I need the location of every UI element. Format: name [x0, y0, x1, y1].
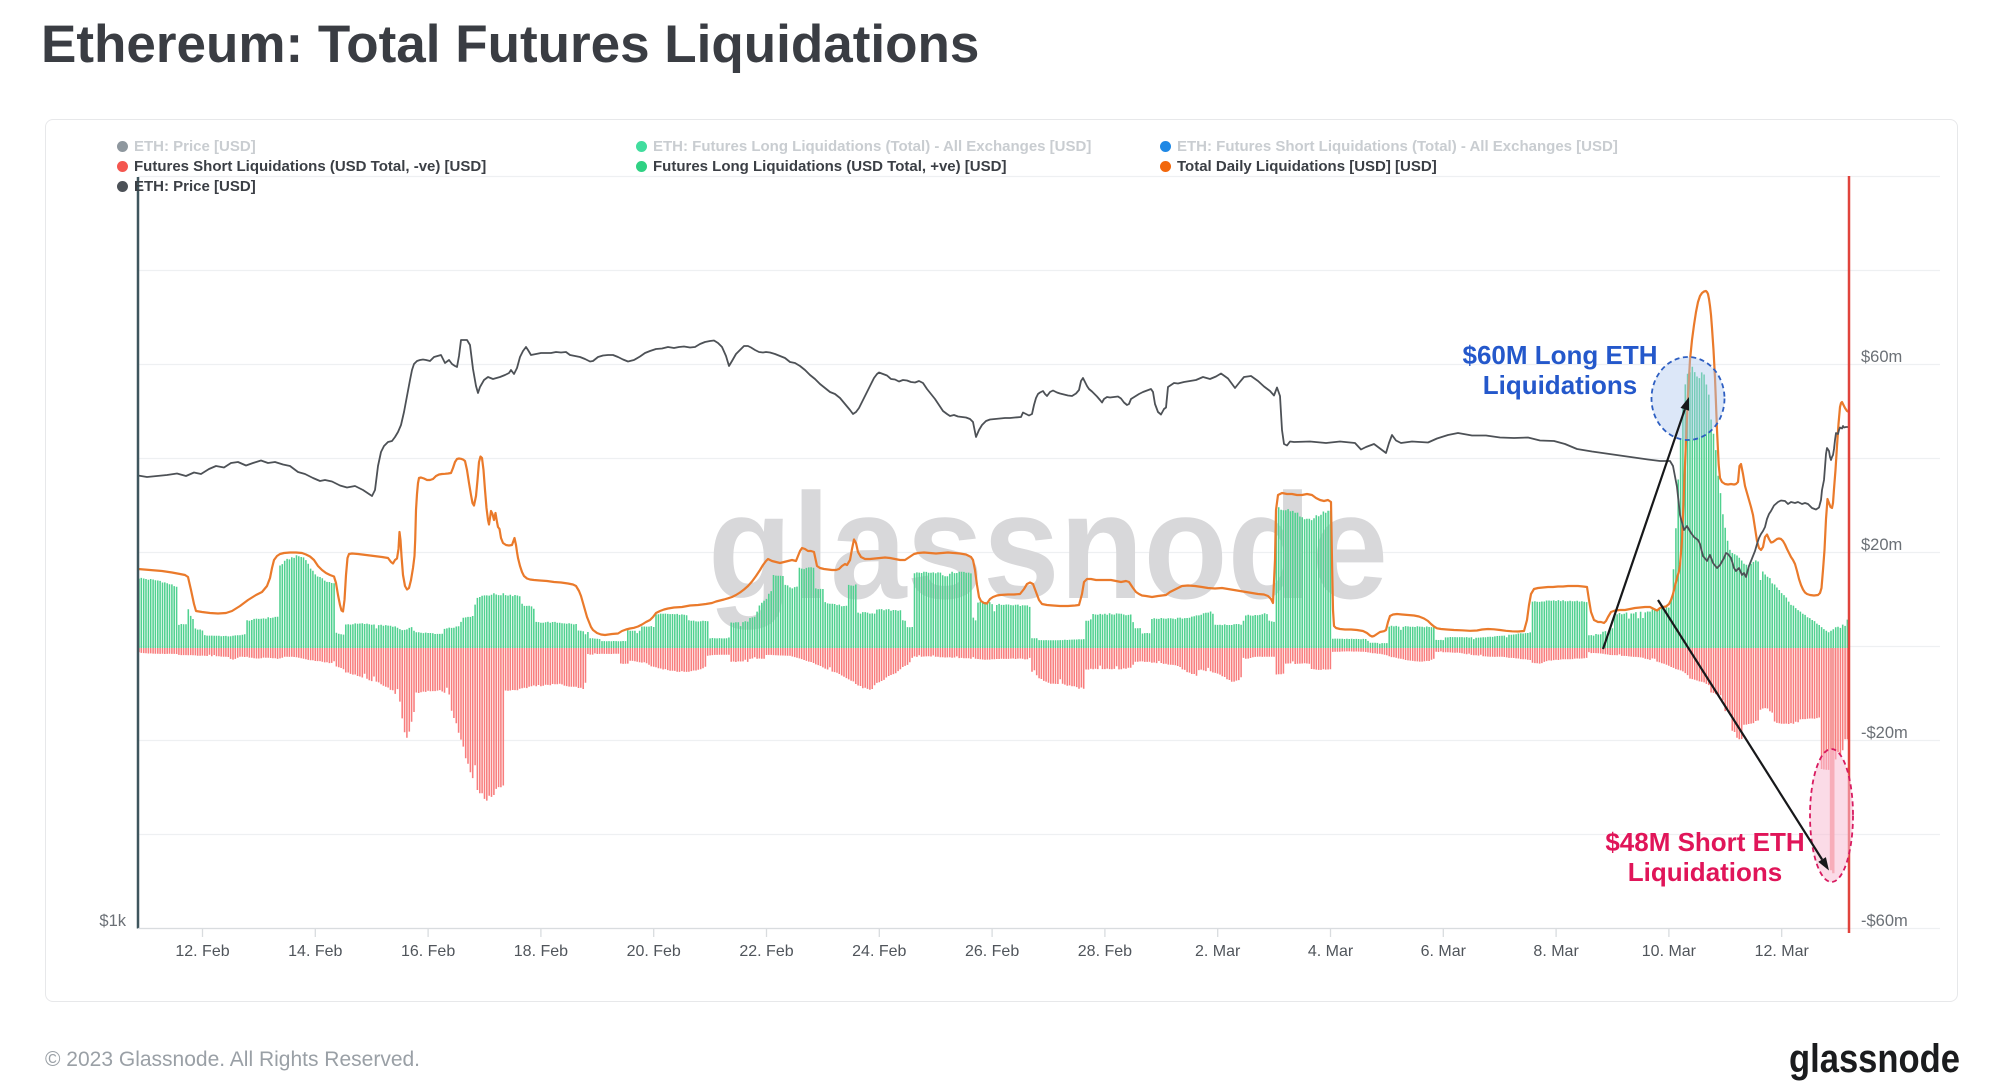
svg-text:22. Feb: 22. Feb — [739, 943, 793, 960]
svg-text:14. Feb: 14. Feb — [288, 943, 342, 960]
svg-text:$20m: $20m — [1861, 536, 1902, 554]
svg-text:-$20m: -$20m — [1861, 724, 1908, 742]
svg-text:26. Feb: 26. Feb — [965, 943, 1019, 960]
svg-text:24. Feb: 24. Feb — [852, 943, 906, 960]
svg-text:8. Mar: 8. Mar — [1533, 943, 1579, 960]
svg-text:12. Mar: 12. Mar — [1755, 943, 1810, 960]
svg-text:10. Mar: 10. Mar — [1642, 943, 1697, 960]
svg-text:2. Mar: 2. Mar — [1195, 943, 1241, 960]
svg-text:18. Feb: 18. Feb — [514, 943, 568, 960]
svg-text:12. Feb: 12. Feb — [175, 943, 229, 960]
svg-text:20. Feb: 20. Feb — [627, 943, 681, 960]
svg-text:6. Mar: 6. Mar — [1421, 943, 1467, 960]
svg-text:-$60m: -$60m — [1861, 912, 1908, 930]
svg-text:$60m: $60m — [1861, 348, 1902, 366]
svg-text:28. Feb: 28. Feb — [1078, 943, 1132, 960]
svg-text:$1k: $1k — [99, 912, 126, 930]
svg-text:glassnode: glassnode — [1789, 1037, 1960, 1081]
svg-text:16. Feb: 16. Feb — [401, 943, 455, 960]
svg-text:4. Mar: 4. Mar — [1308, 943, 1354, 960]
